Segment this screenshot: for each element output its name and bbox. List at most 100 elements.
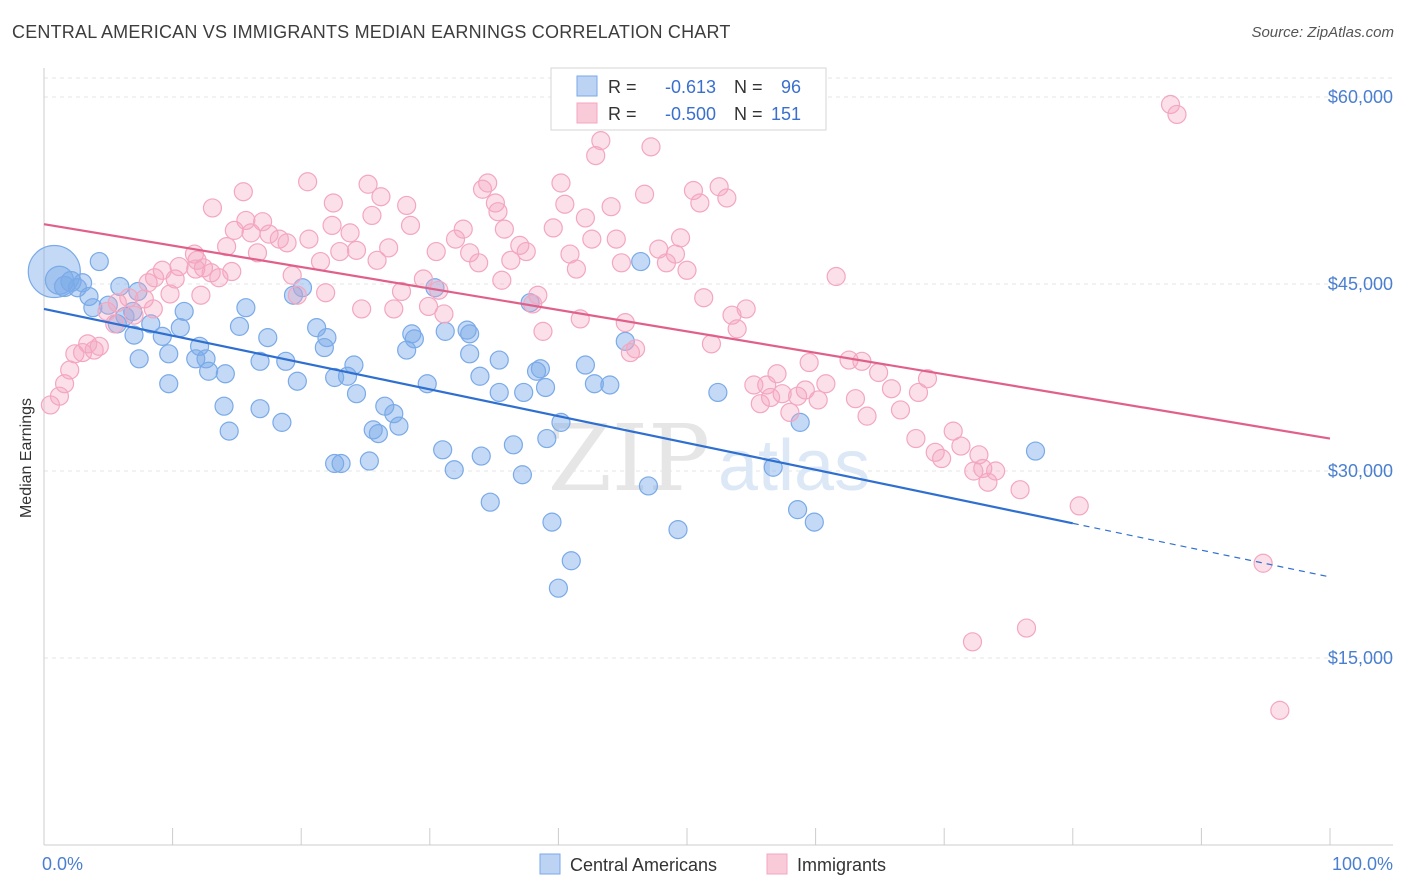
immigrants-point-43 (310, 251, 331, 272)
immigrants-point-27 (222, 261, 242, 282)
central-americans-point-85 (548, 578, 569, 598)
immigrants-point-108 (709, 177, 729, 197)
immigrants-point-106 (694, 288, 714, 308)
series-legend-label-immigrants: Immigrants (797, 855, 886, 875)
y-tick-label-0: $15,000 (1328, 648, 1393, 668)
central-americans-point-26 (215, 364, 235, 384)
central-americans-point-82 (631, 251, 651, 272)
central-americans-point-23 (196, 349, 216, 369)
chart-title: CENTRAL AMERICAN VS IMMIGRANTS MEDIAN EA… (12, 22, 731, 42)
central-americans-point-7 (83, 298, 103, 318)
immigrants-point-7 (84, 340, 104, 360)
immigrants-point-135 (917, 369, 938, 389)
immigrants-point-147 (1160, 94, 1181, 115)
central-americans-point-74 (526, 361, 547, 381)
immigrants-point-80 (533, 321, 553, 341)
central-americans-point-15 (152, 326, 172, 346)
central-americans-point-45 (272, 412, 292, 432)
immigrants-point-16 (144, 268, 165, 288)
central-americans-point-92 (787, 500, 808, 520)
legend-n-value-1: 96 (781, 77, 801, 97)
central-americans-point-59 (435, 321, 455, 341)
central-americans-point-20 (159, 344, 179, 364)
immigrants-point-74 (494, 219, 514, 239)
legend-swatch-central-americans (576, 75, 598, 97)
central-americans-point-49 (384, 404, 404, 424)
central-americans-point-43 (219, 421, 239, 441)
central-americans-point-67 (503, 435, 523, 455)
immigrants-point-58 (397, 195, 417, 216)
central-americans-point-53 (359, 451, 379, 471)
central-americans-point-55 (402, 324, 422, 344)
immigrants-point-39 (282, 265, 302, 285)
immigrants-point-11 (107, 293, 127, 313)
immigrants-point-68 (469, 253, 489, 273)
immigrants-point-8 (89, 336, 109, 356)
immigrants-point-66 (453, 219, 473, 239)
immigrants-point-88 (582, 229, 602, 249)
immigrants-point-124 (816, 374, 836, 394)
immigrants-point-117 (767, 364, 787, 384)
immigrants-point-59 (400, 215, 421, 236)
immigrants-point-112 (736, 299, 756, 319)
central-americans-point-52 (331, 453, 351, 474)
immigrants-trend-line (43, 223, 1331, 440)
immigrants-point-132 (890, 400, 911, 420)
central-americans-point-36 (314, 337, 334, 358)
watermark: ZIP atlas (548, 405, 870, 512)
central-americans-point-25 (159, 374, 179, 394)
legend-r-value-2: -0.500 (665, 104, 716, 124)
immigrants-point-1 (49, 386, 70, 406)
immigrants-point-4 (65, 344, 85, 364)
immigrants-point-138 (943, 421, 963, 441)
immigrants-point-23 (186, 259, 206, 279)
series-legend-swatch-central-americans (539, 853, 561, 875)
immigrants-point-52 (362, 205, 382, 226)
central-americans-point-61 (460, 324, 480, 344)
series-legend: Central Americans Immigrants (539, 853, 886, 875)
central-americans-point-72 (489, 350, 509, 370)
central-americans-point-79 (584, 374, 605, 394)
immigrants-point-89 (586, 145, 606, 166)
immigrants-point-50 (352, 299, 372, 319)
gridlines (44, 77, 1393, 659)
axes (43, 68, 1393, 846)
central-americans-point-69 (514, 382, 534, 403)
central-americans-point-70 (512, 465, 532, 485)
central-americans-point-87 (638, 476, 659, 496)
immigrants-point-12 (119, 288, 139, 308)
central-americans-point-18 (124, 325, 144, 345)
central-americans-point-68 (489, 382, 509, 403)
immigrants-point-137 (932, 448, 952, 469)
immigrants-point-51 (358, 174, 378, 194)
central-americans-point-34 (307, 318, 327, 338)
immigrants-point-131 (881, 379, 902, 399)
immigrants-point-150 (962, 632, 983, 652)
immigrants-point-144 (969, 445, 989, 465)
central-americans-point-46 (363, 420, 383, 440)
source-label: Source: ZipAtlas.com (1251, 24, 1394, 41)
immigrants-point-118 (772, 384, 792, 404)
immigrants-point-65 (445, 229, 466, 249)
immigrants-point-41 (298, 172, 318, 192)
immigrants-point-153 (143, 299, 163, 319)
immigrants-point-154 (191, 285, 211, 305)
immigrants-point-85 (566, 259, 587, 279)
immigrants-point-152 (1270, 700, 1290, 720)
immigrants-point-145 (1010, 480, 1030, 500)
immigrants-point-105 (690, 193, 710, 213)
immigrants-point-114 (750, 394, 770, 414)
central-americans-point-94 (1025, 441, 1046, 461)
trend-lines (43, 223, 1331, 578)
central-americans-point-50 (389, 416, 409, 436)
immigrants-point-61 (418, 296, 439, 317)
central-americans-point-89 (708, 382, 728, 403)
immigrants-point-20 (165, 269, 185, 289)
immigrants-point-38 (277, 233, 297, 253)
immigrants-point-49 (346, 240, 367, 260)
central-americans-point-22 (186, 349, 206, 369)
central-americans-point-81 (615, 331, 635, 351)
central-americans-point-62 (460, 344, 480, 364)
central-americans-point-64 (433, 440, 453, 460)
